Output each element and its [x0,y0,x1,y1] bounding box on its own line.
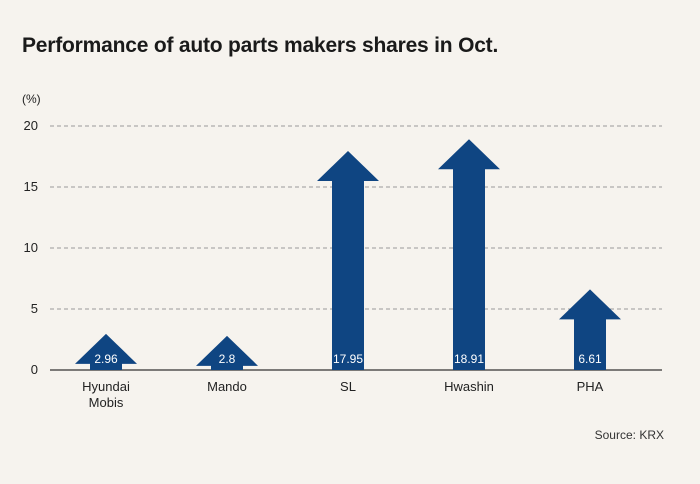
value-label: 18.91 [454,352,484,366]
arrow-bar [438,139,500,370]
y-axis-unit-label: (%) [22,92,41,106]
y-tick-label: 0 [31,362,38,377]
arrow-bar [559,289,621,370]
arrow-bar [75,333,137,370]
chart-title: Performance of auto parts makers shares … [22,34,499,57]
value-label: 6.61 [578,352,602,366]
category-label: PHA [577,379,604,394]
category-label: SL [340,379,356,394]
y-tick-label: 10 [24,240,38,255]
category-labels: Hyundai Mobis Mando SL Hwashin PHA [82,379,604,410]
value-label: 2.96 [94,352,118,366]
category-label: Hyundai Mobis [82,379,130,410]
value-label: 2.8 [219,352,236,366]
y-axis-ticks: 0 5 10 15 20 [24,118,38,377]
value-label: 17.95 [333,352,363,366]
source-note: Source: KRX [594,428,664,442]
arrow-bar [317,151,379,370]
category-label: Mando [207,379,247,394]
y-tick-label: 20 [24,118,38,133]
data-arrows: 2.96 2.8 17.95 18.91 6.61 [75,139,621,370]
y-tick-label: 15 [24,179,38,194]
category-label: Hwashin [444,379,494,394]
y-tick-label: 5 [31,301,38,316]
arrow-bar [196,335,258,370]
